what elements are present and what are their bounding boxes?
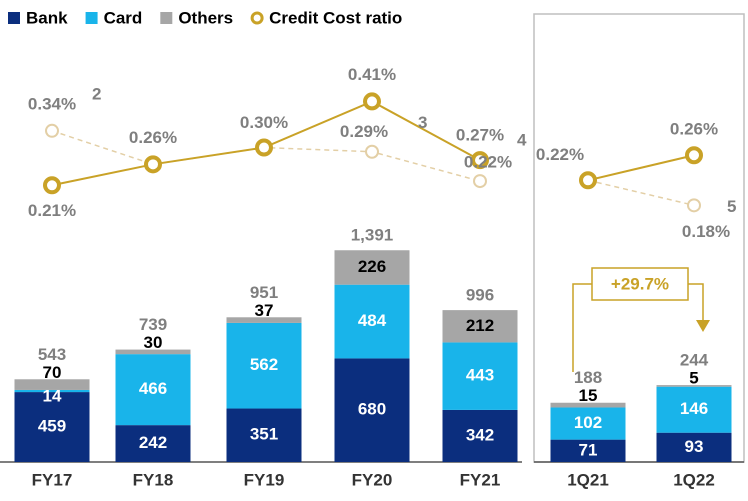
bar-segment xyxy=(14,392,90,462)
bar-segment xyxy=(442,409,518,462)
bar-segment xyxy=(14,389,90,393)
legend-marker xyxy=(8,12,20,24)
x-tick-label: FY17 xyxy=(32,470,73,489)
x-tick-label: FY19 xyxy=(244,470,285,489)
bar-label: 226 xyxy=(358,257,386,276)
line-marker xyxy=(363,92,381,111)
bar-label: 5 xyxy=(689,369,698,388)
bar-label: 71 xyxy=(579,440,598,459)
bar-segment xyxy=(334,358,410,462)
total-label: 739 xyxy=(139,315,167,334)
line-label: 0.26% xyxy=(129,128,177,147)
bar-segment xyxy=(226,317,302,323)
bar-label: 37 xyxy=(255,301,274,320)
line-label: 0.34% xyxy=(28,94,76,113)
legend-label: Bank xyxy=(26,8,68,27)
legend-label: Others xyxy=(178,8,233,27)
line-label: 0.29% xyxy=(340,122,388,141)
legend-marker xyxy=(250,11,264,25)
line-label: 0.26% xyxy=(670,120,718,139)
bar-label: 242 xyxy=(139,433,167,452)
bar-label: 102 xyxy=(574,413,602,432)
total-label: 244 xyxy=(680,351,709,370)
bar-segment xyxy=(226,322,302,409)
line-marker xyxy=(43,176,61,195)
line-marker xyxy=(579,171,597,190)
line-label: 0.41% xyxy=(348,65,396,84)
line-label: 0.22% xyxy=(536,145,584,164)
bar-segment xyxy=(14,379,90,390)
line-marker xyxy=(255,138,273,157)
bar-label: 484 xyxy=(358,311,387,330)
bar-segment xyxy=(550,402,626,408)
footnote-marker: 2 xyxy=(92,84,101,103)
bar-label: 15 xyxy=(579,386,598,405)
ratio-line xyxy=(587,154,695,182)
bar-label: 14 xyxy=(43,386,62,405)
bar-label: 212 xyxy=(466,316,494,335)
total-label: 1,391 xyxy=(351,226,394,245)
bar-segment xyxy=(442,342,518,410)
bar-segment xyxy=(334,284,410,359)
x-tick-label: FY18 xyxy=(133,470,174,489)
legend-label: Card xyxy=(104,8,143,27)
footnote-marker: 3 xyxy=(418,113,427,132)
line-label: 0.27% xyxy=(456,126,504,145)
bar-segment xyxy=(115,349,191,355)
total-label: 188 xyxy=(574,368,602,387)
bar-label: 680 xyxy=(358,400,386,419)
bar-label: 30 xyxy=(144,333,163,352)
bar-label: 70 xyxy=(43,363,62,382)
bar-label: 342 xyxy=(466,425,494,444)
bar-segment xyxy=(656,385,732,387)
legend-label: Credit Cost ratio xyxy=(269,8,402,27)
line-label: 0.21% xyxy=(28,201,76,220)
total-label: 996 xyxy=(466,286,494,305)
line-label: 0.22% xyxy=(464,153,512,172)
bar-segment xyxy=(334,250,410,285)
footnote-marker: 5 xyxy=(727,197,736,216)
total-label: 951 xyxy=(250,283,278,302)
line-marker xyxy=(687,198,701,213)
x-tick-label: 1Q21 xyxy=(567,470,609,489)
annotation: +29.7% xyxy=(611,274,669,293)
bar-segment xyxy=(226,408,302,462)
line-marker xyxy=(471,151,489,170)
line-label: 0.30% xyxy=(240,113,288,132)
x-tick-label: 1Q22 xyxy=(673,470,715,489)
dashed-line xyxy=(587,179,695,207)
bar-label: 93 xyxy=(685,437,704,456)
legend-marker xyxy=(85,12,98,24)
bar-label: 443 xyxy=(466,366,494,385)
bar-segment xyxy=(656,432,732,462)
bar-label: 351 xyxy=(250,425,278,444)
legend-marker xyxy=(160,12,173,24)
arrow-head xyxy=(696,320,710,332)
bar-segment xyxy=(115,425,191,462)
total-label: 543 xyxy=(38,345,66,364)
bar-label: 562 xyxy=(250,355,278,374)
line-marker xyxy=(685,146,703,165)
footnote-marker: 4 xyxy=(517,131,527,150)
bar-segment xyxy=(115,354,191,426)
line-marker xyxy=(365,144,379,159)
bar-label: 146 xyxy=(680,399,708,418)
annotation-box xyxy=(591,267,689,301)
line-marker xyxy=(473,174,487,189)
x-tick-label: FY21 xyxy=(460,470,501,489)
annotation-arrow xyxy=(572,283,704,372)
bar-label: 459 xyxy=(38,417,66,436)
x-tick-label: FY20 xyxy=(352,470,393,489)
line-marker xyxy=(45,123,59,138)
bar-segment xyxy=(550,439,626,462)
bar-label: 466 xyxy=(139,379,167,398)
line-marker xyxy=(144,155,162,174)
bar-segment xyxy=(442,310,518,343)
line-label: 0.18% xyxy=(682,222,730,241)
bar-segment xyxy=(656,386,732,433)
bar-segment xyxy=(550,407,626,440)
